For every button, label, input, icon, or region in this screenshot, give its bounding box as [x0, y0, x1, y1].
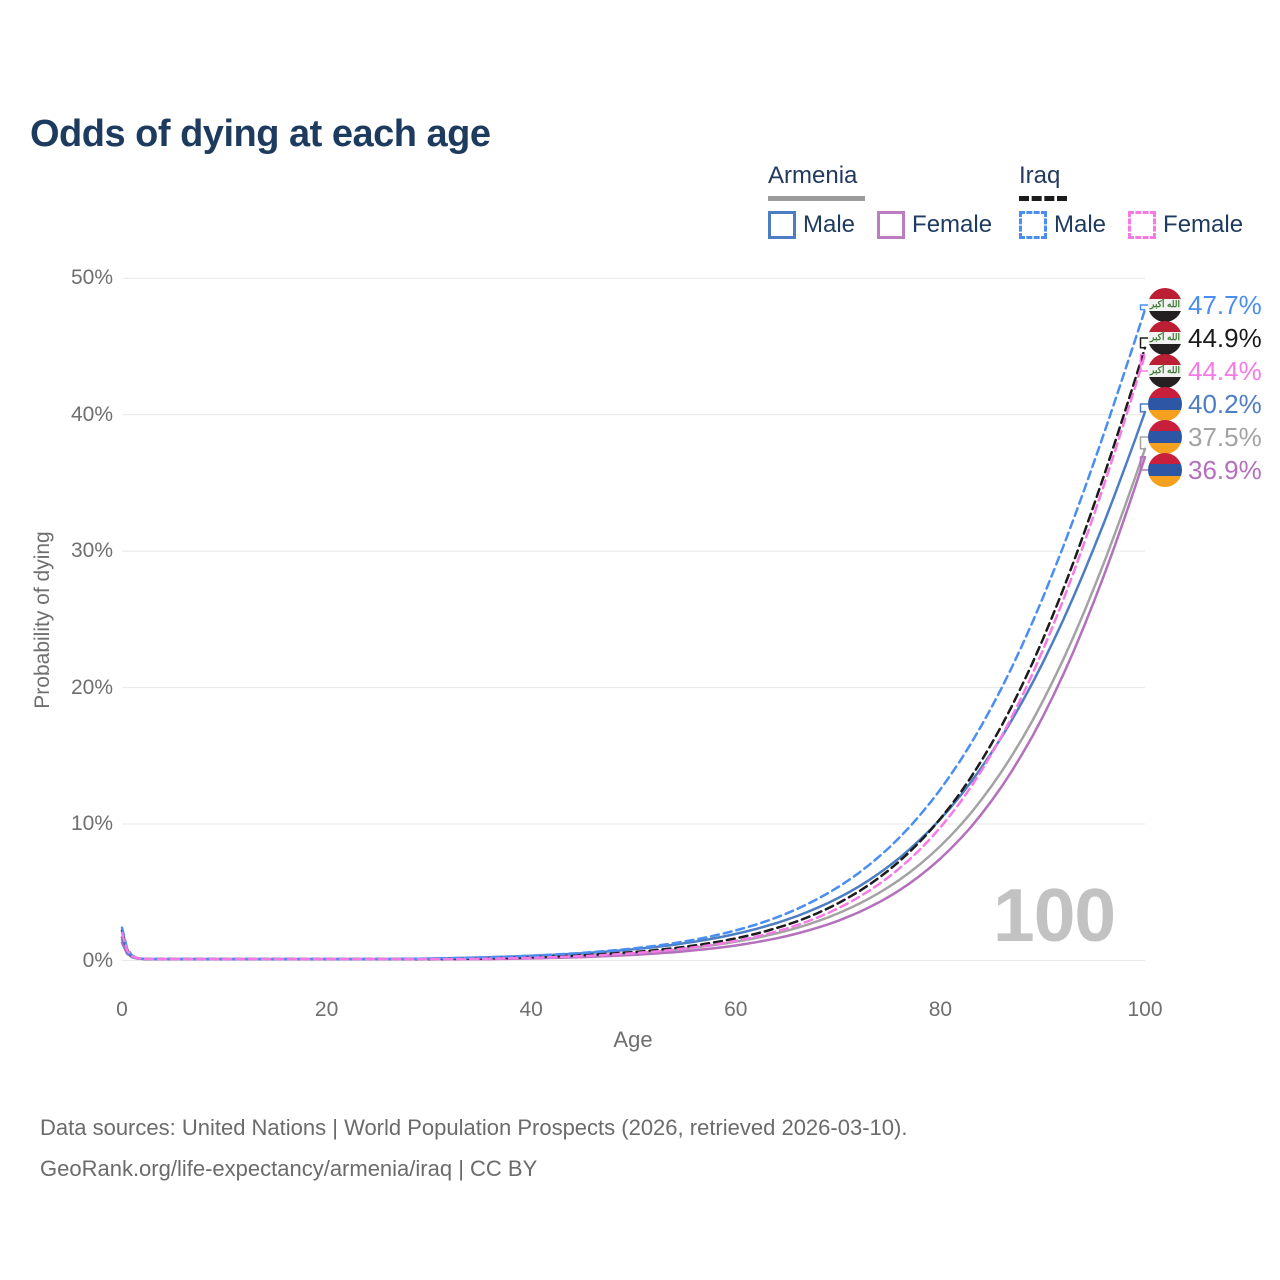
iraq-male-swatch-icon	[1019, 211, 1047, 239]
x-tick-label-20: 20	[314, 998, 339, 1021]
end-value-label: 44.4%	[1188, 355, 1262, 386]
end-label-iraq-total: الله أكبر 44.9%	[1148, 321, 1262, 355]
curve-iraq-female	[120, 353, 1147, 961]
leader-line-iraq-female	[1139, 353, 1148, 372]
y-tick-label-40: 40%	[70, 402, 113, 426]
y-tick-label-30: 30%	[70, 539, 113, 563]
end-value-label: 47.7%	[1188, 289, 1262, 320]
x-axis-title: Age	[613, 1027, 653, 1052]
curve-iraq-male	[120, 308, 1147, 961]
legend-title-iraq[interactable]: Iraq	[1019, 162, 1061, 189]
legend-group-iraq: Iraq Male Female	[1019, 162, 1243, 239]
y-tick-label-10: 10%	[70, 812, 113, 836]
curve-iraq-total	[120, 346, 1147, 961]
footer-data-sources: Data sources: United Nations | World Pop…	[40, 1115, 908, 1140]
footer: Data sources: United Nations | World Pop…	[40, 1108, 907, 1189]
armenia-female-swatch-icon	[877, 211, 906, 239]
leader-line-armenia-female	[1139, 456, 1148, 471]
iraq-female-swatch-icon	[1128, 211, 1157, 239]
end-label-armenia-male: 40.2%	[1148, 387, 1262, 421]
x-tick-label-40: 40	[519, 998, 543, 1021]
armenia-flag-icon	[1148, 420, 1182, 454]
x-tick-label-60: 60	[724, 998, 748, 1021]
armenia-male-swatch-icon	[768, 211, 796, 239]
iraq-flag-icon: الله أكبر	[1148, 354, 1182, 388]
curve-armenia-female	[120, 455, 1147, 961]
age-counter-watermark: 100	[993, 873, 1116, 957]
end-value-label: 40.2%	[1188, 388, 1262, 419]
armenia-flag-icon	[1148, 453, 1182, 487]
legend-underline-iraq	[1019, 196, 1067, 201]
end-value-label: 44.9%	[1188, 322, 1262, 353]
legend-title-armenia[interactable]: Armenia	[768, 162, 858, 189]
legend-item-armenia-male[interactable]: Male	[768, 211, 855, 239]
armenia-flag-icon	[1148, 387, 1182, 421]
end-label-iraq-male: الله أكبر 47.7%	[1148, 288, 1262, 322]
y-tick-label-20: 20%	[70, 675, 113, 699]
leader-line-armenia-male	[1139, 403, 1148, 413]
iraq-flag-icon: الله أكبر	[1148, 288, 1182, 322]
end-value-label: 36.9%	[1188, 454, 1262, 485]
x-tick-label-100: 100	[1127, 998, 1163, 1021]
end-label-armenia-total: 37.5%	[1148, 420, 1262, 454]
legend-item-iraq-female[interactable]: Female	[1128, 211, 1243, 239]
curve-armenia-total	[120, 447, 1147, 961]
legend-group-armenia: Armenia Male Female	[768, 162, 992, 239]
legend-item-iraq-male[interactable]: Male	[1019, 211, 1106, 239]
x-tick-label-80: 80	[928, 998, 953, 1021]
leader-line-iraq-total	[1139, 337, 1148, 349]
iraq-flag-icon: الله أكبر	[1148, 321, 1182, 355]
end-label-armenia-female: 36.9%	[1148, 453, 1262, 487]
footer-attribution: GeoRank.org/life-expectancy/armenia/iraq…	[40, 1155, 538, 1181]
x-tick-label-0: 0	[116, 998, 128, 1021]
y-tick-label-50: 50%	[70, 266, 113, 290]
legend-underline-armenia	[768, 196, 865, 201]
curve-armenia-male	[120, 410, 1147, 961]
legend-item-armenia-female[interactable]: Female	[877, 211, 992, 239]
leader-line-iraq-male	[1139, 304, 1148, 311]
page-title: Odds of dying at each age	[30, 113, 491, 156]
end-value-label: 37.5%	[1188, 421, 1262, 452]
leader-line-armenia-total	[1139, 436, 1148, 450]
y-tick-label-0: 0%	[82, 948, 113, 972]
end-label-iraq-female: الله أكبر 44.4%	[1148, 354, 1262, 388]
